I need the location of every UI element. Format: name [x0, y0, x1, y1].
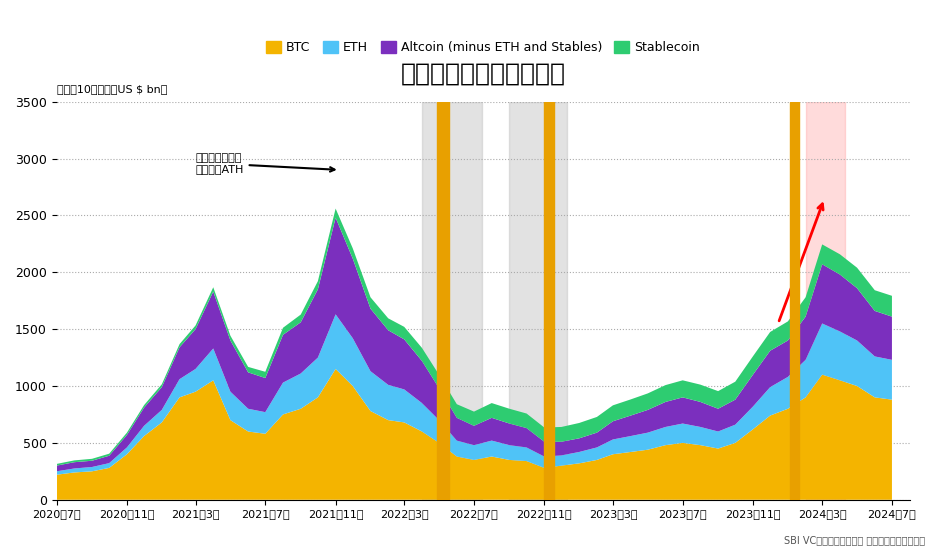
Text: 単位：10億ドル（US $ bn）: 単位：10億ドル（US $ bn） [57, 84, 167, 94]
Bar [545, 101, 554, 500]
Bar [790, 101, 799, 500]
Legend: BTC, ETH, Altcoin (minus ETH and Stables), Stablecoin: BTC, ETH, Altcoin (minus ETH and Stables… [262, 36, 705, 60]
Bar [509, 101, 567, 500]
Text: SBI VCトレード株式会社 市場オペレーション部: SBI VCトレード株式会社 市場オペレーション部 [784, 536, 925, 545]
Text: 暗号資産市場の
時価総額ATH: 暗号資産市場の 時価総額ATH [195, 153, 334, 175]
Bar [437, 101, 449, 500]
Bar [422, 101, 482, 500]
Bar [806, 101, 845, 500]
Title: 暗号資産別時価総額推移: 暗号資産別時価総額推移 [401, 62, 566, 86]
